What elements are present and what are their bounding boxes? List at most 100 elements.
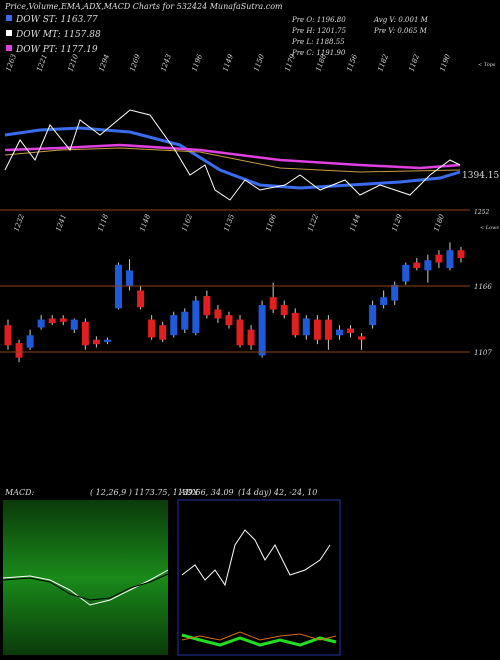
top-label: 1294 — [97, 53, 111, 72]
ema-mt — [4, 147, 461, 173]
low-label: 1122 — [306, 213, 320, 233]
adx-title: ADX — [179, 488, 198, 497]
candle-body — [181, 311, 189, 330]
top-label: 1179 — [283, 53, 297, 73]
top-label: 1156 — [345, 53, 359, 73]
candle-body — [126, 270, 134, 287]
ema-label: 1394.15 — [462, 171, 499, 181]
top-label: 1263 — [4, 53, 18, 73]
candle-body — [236, 319, 244, 346]
low-label: 1118 — [96, 213, 110, 233]
lows-note: < Lows — [480, 225, 499, 231]
info: Pre V: 0.065 M — [373, 27, 428, 35]
legend-label: DOW MT: 1157.88 — [15, 30, 101, 40]
candle-body — [114, 264, 122, 309]
ema-pt — [4, 143, 461, 170]
top-label: 1182 — [407, 53, 421, 73]
legend-swatch — [6, 30, 12, 36]
candle-body — [48, 318, 56, 323]
candle-body — [192, 300, 200, 334]
top-label: 1196 — [190, 53, 204, 73]
candle-body — [313, 319, 321, 340]
candle-body — [269, 297, 277, 310]
low-label: 1106 — [264, 213, 278, 233]
candle-body — [391, 284, 399, 301]
candle-body — [457, 250, 465, 259]
candle-body — [103, 339, 111, 342]
di-plus — [181, 633, 337, 647]
candle-body — [424, 260, 432, 271]
low-label: 1241 — [54, 213, 68, 232]
candle-body — [225, 315, 233, 326]
macd-panel — [3, 500, 168, 655]
candle-body — [324, 319, 332, 340]
tops-note: < Tops — [478, 62, 496, 68]
legend-swatch — [6, 45, 12, 51]
low-label: 1232 — [12, 213, 26, 233]
top-label: 1182 — [376, 53, 390, 73]
top-label: 1243 — [159, 53, 173, 73]
candle-body — [347, 328, 355, 334]
di-minus — [181, 631, 337, 641]
top-label: 1150 — [252, 53, 266, 73]
low-label: 1144 — [348, 213, 362, 232]
candle-body — [203, 296, 211, 316]
info: Pre H: 1201.75 — [291, 27, 347, 35]
candle-body — [280, 305, 288, 316]
candle-body — [26, 335, 34, 348]
legend-swatch — [6, 15, 12, 21]
candle-body — [15, 343, 23, 358]
candle-body — [70, 319, 78, 330]
chart-title: Price,Volume,EMA,ADX,MACD Charts for 532… — [4, 2, 283, 11]
candle-body — [358, 336, 366, 340]
candle-body — [446, 250, 454, 269]
level-label: 1107 — [474, 349, 492, 357]
low-label: 1135 — [222, 213, 236, 233]
macd-params: ( 12,26,9 ) 1173.75, 1139.66, 34.09 — [90, 488, 234, 497]
adx-line — [181, 529, 331, 587]
info: Pre C: 1191.90 — [291, 49, 346, 57]
macd-line — [2, 569, 169, 606]
candle-body — [4, 325, 12, 346]
lows-top: 1252 — [474, 209, 489, 216]
info: Pre L: 1188.55 — [291, 38, 345, 46]
candle-body — [59, 318, 67, 322]
macd-signal — [2, 573, 169, 601]
low-label: 1148 — [138, 213, 152, 233]
candle-body — [148, 319, 156, 338]
candle-body — [81, 321, 89, 346]
candles — [4, 242, 465, 363]
candle-body — [335, 329, 343, 336]
low-label: 1180 — [432, 213, 446, 233]
candle-body — [369, 305, 377, 326]
candle-body — [402, 264, 410, 282]
candle-body — [258, 305, 266, 356]
ema-lines — [4, 109, 461, 201]
candle-body — [302, 318, 310, 336]
top-label: 1190 — [438, 53, 452, 73]
top-label: 1210 — [66, 53, 80, 73]
candle-body — [247, 329, 255, 346]
macd-title: MACD: — [4, 488, 35, 497]
low-label: 1129 — [390, 213, 404, 233]
candle-body — [380, 297, 388, 306]
candle-body — [214, 309, 222, 319]
ema-st — [4, 126, 461, 190]
candle-body — [291, 312, 299, 336]
top-label: 1149 — [221, 53, 235, 73]
top-label: 1269 — [128, 53, 142, 73]
candle-body — [413, 262, 421, 269]
candle-body — [170, 315, 178, 336]
info: Avg V: 0.001 M — [373, 16, 429, 24]
candle-body — [435, 254, 443, 263]
low-label: 1162 — [180, 213, 194, 233]
candle-body — [159, 325, 167, 340]
level-label: 1166 — [474, 283, 492, 291]
candle-body — [92, 339, 100, 345]
adx-params: (14 day) 42, -24, 10 — [238, 488, 317, 497]
top-label: 1221 — [35, 53, 49, 72]
candle-body — [137, 290, 145, 308]
adx-panel — [177, 499, 341, 656]
legend-label: DOW ST: 1163.77 — [15, 15, 98, 25]
